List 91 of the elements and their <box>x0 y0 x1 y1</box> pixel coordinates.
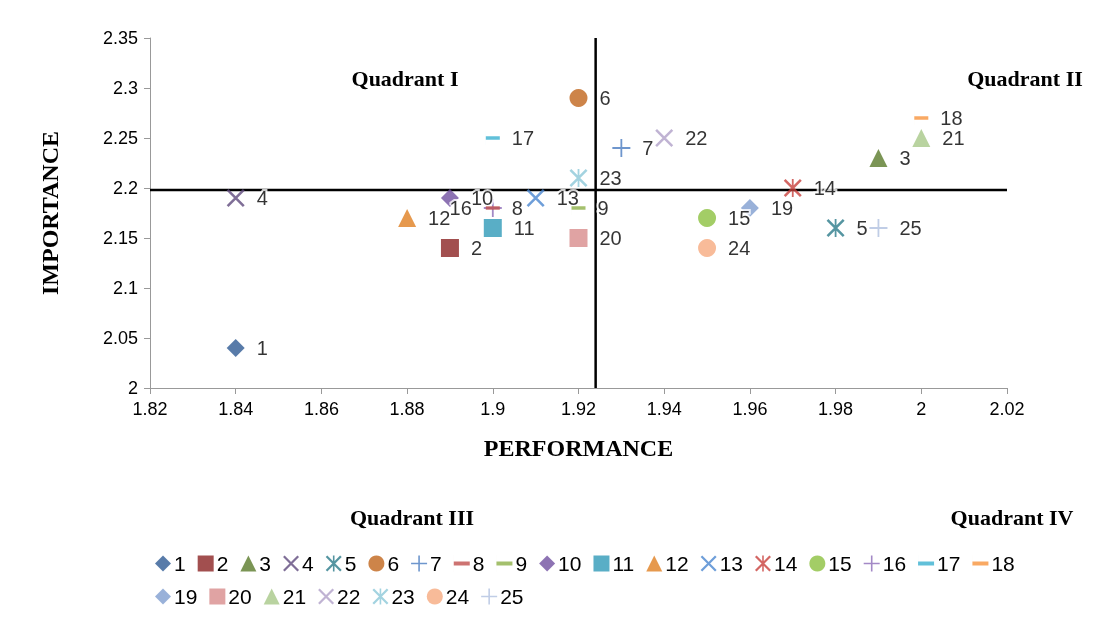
legend-label: 2 <box>216 552 229 575</box>
point <box>869 149 888 167</box>
text: 24 <box>728 237 751 259</box>
legend-label: 19 <box>174 585 198 608</box>
text: 22 <box>685 127 708 149</box>
point <box>698 209 717 227</box>
point <box>826 219 845 237</box>
x-tick-label: 1.98 <box>818 399 854 419</box>
legend-label: 20 <box>228 585 252 608</box>
point <box>912 129 931 147</box>
y-tick-label: 2.2 <box>112 178 138 198</box>
legend-label: 18 <box>991 552 1015 575</box>
legend-label: 25 <box>500 585 524 608</box>
legend-label: 4 <box>302 552 315 575</box>
legend-label: 7 <box>430 552 442 575</box>
y-tick-label: 2.25 <box>102 128 138 148</box>
x-tick-label: 1.92 <box>560 399 597 419</box>
text: 3 <box>899 147 911 169</box>
legend-label: 14 <box>773 552 798 575</box>
legend-label: 8 <box>472 552 485 575</box>
legend-label: 17 <box>937 552 961 575</box>
legend-label: 13 <box>719 552 743 575</box>
y-tick-label: 2.05 <box>102 328 138 348</box>
legend-label: 15 <box>828 552 852 575</box>
legend-label: 11 <box>612 552 635 575</box>
y-tick-label: 2.35 <box>102 28 138 48</box>
x-tick-label: 1.86 <box>303 399 339 419</box>
y-tick-label: 2 <box>127 378 138 398</box>
x-tick-label: 1.84 <box>218 399 254 419</box>
legend-label: 24 <box>445 585 470 608</box>
text: 5 <box>856 217 868 239</box>
x-tick-label: 1.88 <box>389 399 425 419</box>
point <box>226 339 245 357</box>
legend-label: 5 <box>344 552 357 575</box>
annotation: Quadrant II <box>967 65 1083 91</box>
text: 9 <box>597 197 609 219</box>
text: 18 <box>940 107 963 129</box>
text: 11 <box>513 217 535 239</box>
text: 6 <box>599 87 611 109</box>
text: 16 <box>449 197 472 219</box>
point <box>569 169 588 187</box>
x-tick-label: 1.9 <box>480 399 506 419</box>
point <box>783 179 802 197</box>
text: 12 <box>428 207 451 229</box>
text: 10 <box>470 187 494 209</box>
point <box>226 189 245 207</box>
text: 1 <box>256 337 268 359</box>
x-tick-label: 1.82 <box>132 399 168 419</box>
legend-label: 6 <box>387 552 400 575</box>
legend-label: 22 <box>337 585 361 608</box>
text: 8 <box>511 197 523 219</box>
legend-label: 21 <box>282 585 307 608</box>
text: 15 <box>728 207 751 229</box>
text: Quadrant IV <box>950 504 1074 530</box>
text: 25 <box>899 217 922 239</box>
text: 23 <box>599 167 622 189</box>
text: 4 <box>256 187 268 209</box>
legend-label: 10 <box>558 552 582 575</box>
point <box>526 189 545 207</box>
legend-label: 1 <box>174 552 186 575</box>
text: 2 <box>470 237 483 259</box>
x-tick-label: 1.94 <box>646 399 682 419</box>
legend-label: 12 <box>665 552 689 575</box>
text: 13 <box>556 187 579 209</box>
y-tick-label: 2.1 <box>112 278 138 298</box>
legend-label: 9 <box>515 552 528 575</box>
point <box>612 139 631 157</box>
text: 7 <box>642 137 654 159</box>
text: 17 <box>511 127 535 149</box>
text: 21 <box>942 127 965 149</box>
x-tick-label: 2.02 <box>989 399 1025 419</box>
point <box>440 239 459 257</box>
y-tick-label: 2.3 <box>112 78 138 98</box>
legend-label: 16 <box>882 552 907 575</box>
text: Quadrant III <box>349 504 475 530</box>
point <box>698 239 717 257</box>
annotation: Quadrant I <box>351 65 459 91</box>
x-axis-title: PERFORMANCE <box>483 435 674 461</box>
x-tick-label: 1.96 <box>732 399 768 419</box>
text: 19 <box>770 197 794 219</box>
y-axis-title: IMPORTANCE <box>37 130 63 296</box>
legend-label: 23 <box>391 585 415 608</box>
legend-label: 3 <box>259 552 272 575</box>
point <box>483 219 502 237</box>
point <box>655 129 674 147</box>
x-tick-label: 2 <box>916 399 927 419</box>
text: 20 <box>599 227 622 249</box>
point <box>569 229 588 247</box>
y-tick-label: 2.15 <box>102 228 138 248</box>
point <box>569 89 588 107</box>
point <box>398 209 417 227</box>
